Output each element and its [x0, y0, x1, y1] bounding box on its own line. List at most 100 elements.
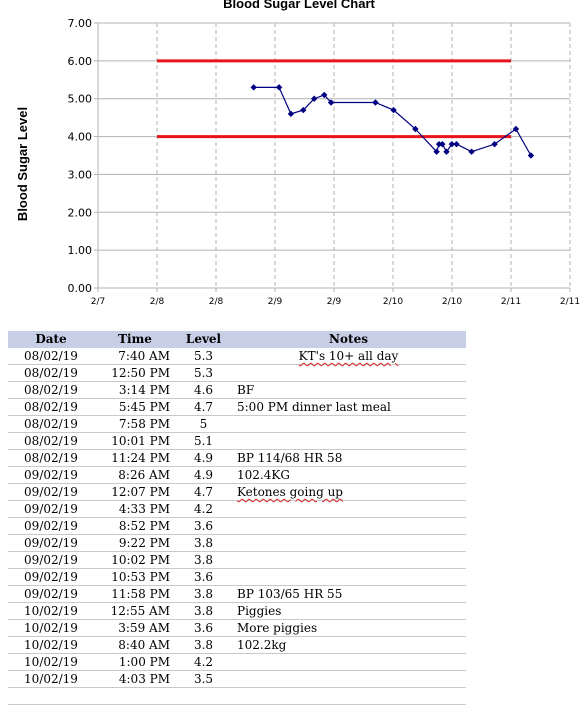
level-cell: 3.8 [176, 602, 231, 620]
notes-cell [231, 551, 466, 569]
notes-cell: BP 114/68 HR 58 [231, 449, 466, 467]
data-point [287, 110, 295, 118]
data-point [250, 84, 257, 91]
level-cell: 3.6 [176, 568, 231, 586]
level-cell: 4.6 [176, 381, 231, 399]
date-cell: 09/02/19 [8, 585, 94, 603]
y-tick-label: 3.00 [68, 168, 93, 181]
data-point [435, 140, 443, 148]
table-row: 09/02/19 8:26 AM 4.9 102.4KG [8, 466, 466, 484]
x-tick-label: 2/9 [327, 297, 342, 307]
data-point [412, 125, 419, 133]
time-cell: 10:01 PM [94, 432, 176, 450]
level-cell: 3.6 [176, 619, 231, 637]
date-cell: 09/02/19 [8, 517, 94, 535]
level-cell: 3.8 [176, 534, 231, 552]
data-point [491, 140, 498, 148]
level-cell: 3.8 [176, 636, 231, 654]
date-cell: 08/02/19 [8, 398, 94, 416]
notes-cell: BP 103/65 HR 55 [231, 585, 466, 603]
level-cell: 3.6 [176, 517, 231, 535]
y-tick-label: 2.00 [68, 206, 93, 219]
time-cell: 12:07 PM [94, 483, 176, 501]
notes-cell: Piggies [231, 602, 466, 620]
time-cell: 10:53 PM [94, 568, 176, 586]
data-point [310, 95, 318, 102]
time-cell: 4:03 PM [94, 670, 176, 688]
tick-labels: 0.00 1.00 2.00 3.00 4.00 5.00 6.00 7.00 2/7 2/8 2/… [68, 17, 581, 307]
table-row: 10/02/19 3:59 AM 3.6 More piggies [8, 619, 466, 637]
notes-cell: Ketones going up [231, 483, 466, 501]
table-row: 08/02/19 7:58 PM 5 [8, 415, 466, 433]
data-point [439, 140, 446, 148]
level-cell: 3.8 [176, 585, 231, 603]
level-cell: 5.3 [176, 348, 231, 365]
blood-sugar-log-table: Date Time Level Notes 08/02/19 7:40 AM 5.3… [8, 331, 466, 688]
x-tick-label: 2/11 [560, 297, 580, 307]
table-row: 08/02/19 3:14 PM 4.6 BF [8, 381, 466, 399]
table-row: 09/02/19 12:07 PM 4.7 Ketones going up [8, 483, 466, 501]
data-point [448, 140, 456, 148]
date-cell: 08/02/19 [8, 449, 94, 467]
level-cell: 3.8 [176, 551, 231, 569]
table-row: 09/02/19 11:58 PM 3.8 BP 103/65 HR 55 [8, 585, 466, 603]
chart-grid [98, 22, 571, 289]
date-cell: 10/02/19 [8, 653, 94, 671]
time-cell: 3:59 AM [94, 619, 176, 637]
header-level: Level [176, 331, 231, 348]
date-cell: 09/02/19 [8, 551, 94, 569]
notes-cell: More piggies [231, 619, 466, 637]
time-cell: 4:33 PM [94, 500, 176, 518]
table-row: 10/02/19 12:55 AM 3.8 Piggies [8, 602, 466, 620]
x-tick-label: 2/10 [383, 297, 403, 307]
time-cell: 3:14 PM [94, 381, 176, 399]
notes-cell [231, 653, 466, 671]
data-point [453, 140, 460, 148]
table-row: 08/02/19 7:40 AM 5.3 KT's 10+ all day [8, 348, 466, 365]
spellcheck-note-text: KT's 10+ all day [298, 349, 399, 363]
y-tick-label: 1.00 [68, 244, 93, 257]
table-row: 08/02/19 11:24 PM 4.9 BP 114/68 HR 58 [8, 449, 466, 467]
data-point [443, 148, 450, 155]
table-row: 09/02/19 10:53 PM 3.6 [8, 568, 466, 586]
y-tick-label: 4.00 [68, 131, 93, 144]
series-layer [250, 84, 535, 159]
data-point [300, 106, 307, 114]
time-cell: 7:40 AM [94, 348, 176, 365]
date-cell: 10/02/19 [8, 636, 94, 654]
data-point [327, 99, 335, 106]
x-tick-label: 2/11 [501, 297, 521, 307]
notes-cell [231, 432, 466, 450]
table-row: 09/02/19 10:02 PM 3.8 [8, 551, 466, 569]
time-cell: 5:45 PM [94, 398, 176, 416]
y-tick-label: 5.00 [68, 93, 93, 106]
table-row: 10/02/19 8:40 AM 3.8 102.2kg [8, 636, 466, 654]
series-line [253, 86, 532, 156]
header-time: Time [94, 331, 176, 348]
header-notes: Notes [231, 331, 466, 348]
notes-cell: BF [231, 381, 466, 399]
date-cell: 10/02/19 [8, 670, 94, 688]
time-cell: 10:02 PM [94, 551, 176, 569]
level-cell: 4.7 [176, 398, 231, 416]
notes-cell: 5:00 PM dinner last meal [231, 398, 466, 416]
level-cell: 4.7 [176, 483, 231, 501]
level-cell: 5.3 [176, 364, 231, 382]
x-tick-label: 2/9 [268, 297, 283, 307]
table-row: 10/02/19 1:00 PM 4.2 [8, 653, 466, 671]
time-cell: 12:50 PM [94, 364, 176, 382]
table-row: 09/02/19 9:22 PM 3.8 [8, 534, 466, 552]
time-cell: 8:26 AM [94, 466, 176, 484]
time-cell: 9:22 PM [94, 534, 176, 552]
table-row: 09/02/19 4:33 PM 4.2 [8, 500, 466, 518]
data-point [527, 152, 535, 159]
notes-cell [231, 364, 466, 382]
date-cell: 08/02/19 [8, 432, 94, 450]
date-cell: 10/02/19 [8, 619, 94, 637]
date-cell: 08/02/19 [8, 415, 94, 433]
reference-lines [157, 59, 511, 139]
level-cell: 5.1 [176, 432, 231, 450]
time-cell: 12:55 AM [94, 602, 176, 620]
level-cell: 4.9 [176, 466, 231, 484]
date-cell: 09/02/19 [8, 534, 94, 552]
